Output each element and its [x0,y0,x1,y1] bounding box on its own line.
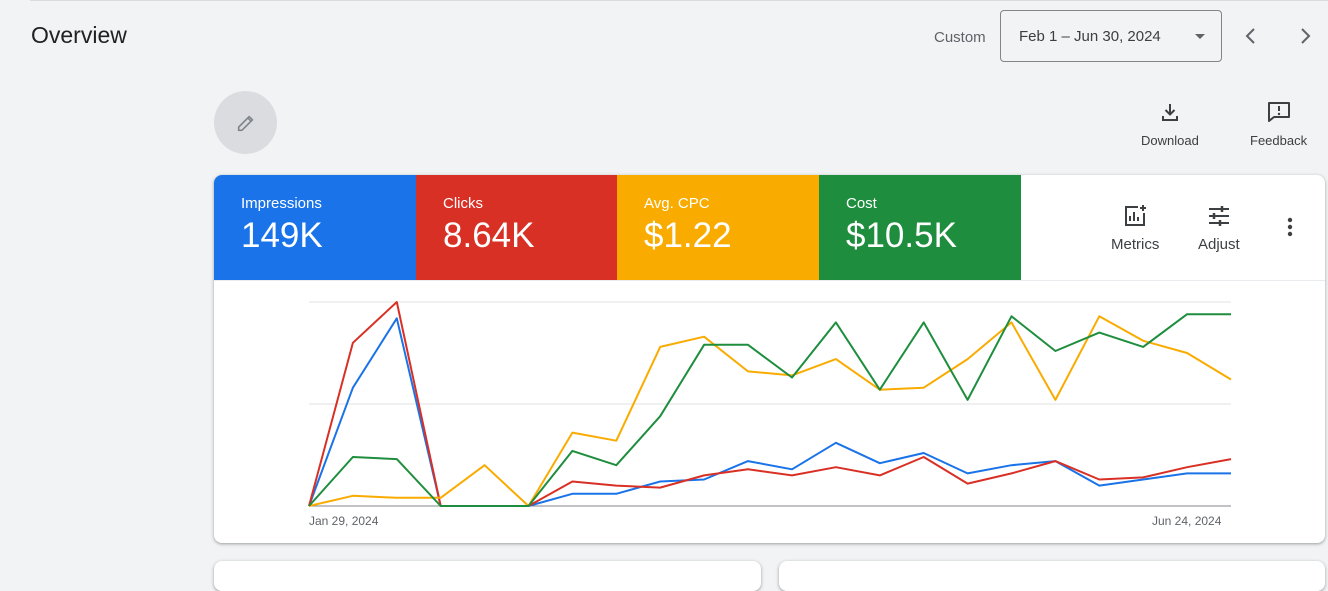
metric-name: Avg. CPC [644,195,710,212]
feedback-label: Feedback [1250,133,1308,148]
more-vert-icon [1287,217,1293,237]
download-label: Download [1141,133,1199,148]
metric-name: Cost [846,195,877,212]
next-period-button[interactable] [1293,24,1317,48]
date-range-select[interactable]: Feb 1 – Jun 30, 2024 [1000,10,1222,62]
metric-tab-clicks[interactable]: Clicks 8.64K [416,175,617,280]
download-icon [1161,104,1178,121]
performance-chart [308,301,1232,507]
series-line-cost [308,313,1231,507]
metric-name: Clicks [443,195,483,212]
series-line-avg-cpc [308,315,1232,507]
metric-tab-avg-cpc[interactable]: Avg. CPC $1.22 [617,175,819,280]
metric-value: $10.5K [846,216,957,255]
date-range-value: Feb 1 – Jun 30, 2024 [1019,28,1161,45]
chevron-left-icon [1245,28,1255,44]
bottom-card-left [214,561,761,591]
metrics-label: Metrics [1111,236,1160,253]
dropdown-caret-icon [1195,34,1205,39]
feedback-icon [1267,102,1290,122]
previous-period-button[interactable] [1239,24,1263,48]
x-axis-end-label: Jun 24, 2024 [1152,514,1222,528]
tabs-divider [214,280,1325,281]
add-chart-icon [1125,205,1147,226]
metric-tab-impressions[interactable]: Impressions 149K [214,175,416,280]
series-line-impressions [308,317,1231,507]
metrics-button[interactable]: Metrics [1111,203,1159,253]
adjust-label: Adjust [1198,236,1240,253]
bottom-card-right [779,561,1325,591]
pencil-icon [237,115,253,131]
metric-tab-cost[interactable]: Cost $10.5K [819,175,1021,280]
edit-button[interactable] [214,91,277,154]
adjust-button[interactable]: Adjust [1198,203,1240,253]
tune-icon [1208,206,1229,226]
metric-value: 149K [241,216,323,255]
chevron-right-icon [1301,28,1311,44]
download-button[interactable]: Download [1141,100,1199,148]
feedback-button[interactable]: Feedback [1250,100,1307,148]
top-divider [30,0,1328,1]
more-options-button[interactable] [1280,215,1300,244]
metric-name: Impressions [241,195,322,212]
x-axis-start-label: Jan 29, 2024 [309,514,379,528]
custom-range-label: Custom [934,29,986,46]
metric-value: 8.64K [443,216,535,255]
page-title: Overview [31,22,127,48]
metric-value: $1.22 [644,216,732,255]
performance-card: Impressions 149K Clicks 8.64K Avg. CPC $… [214,175,1325,543]
